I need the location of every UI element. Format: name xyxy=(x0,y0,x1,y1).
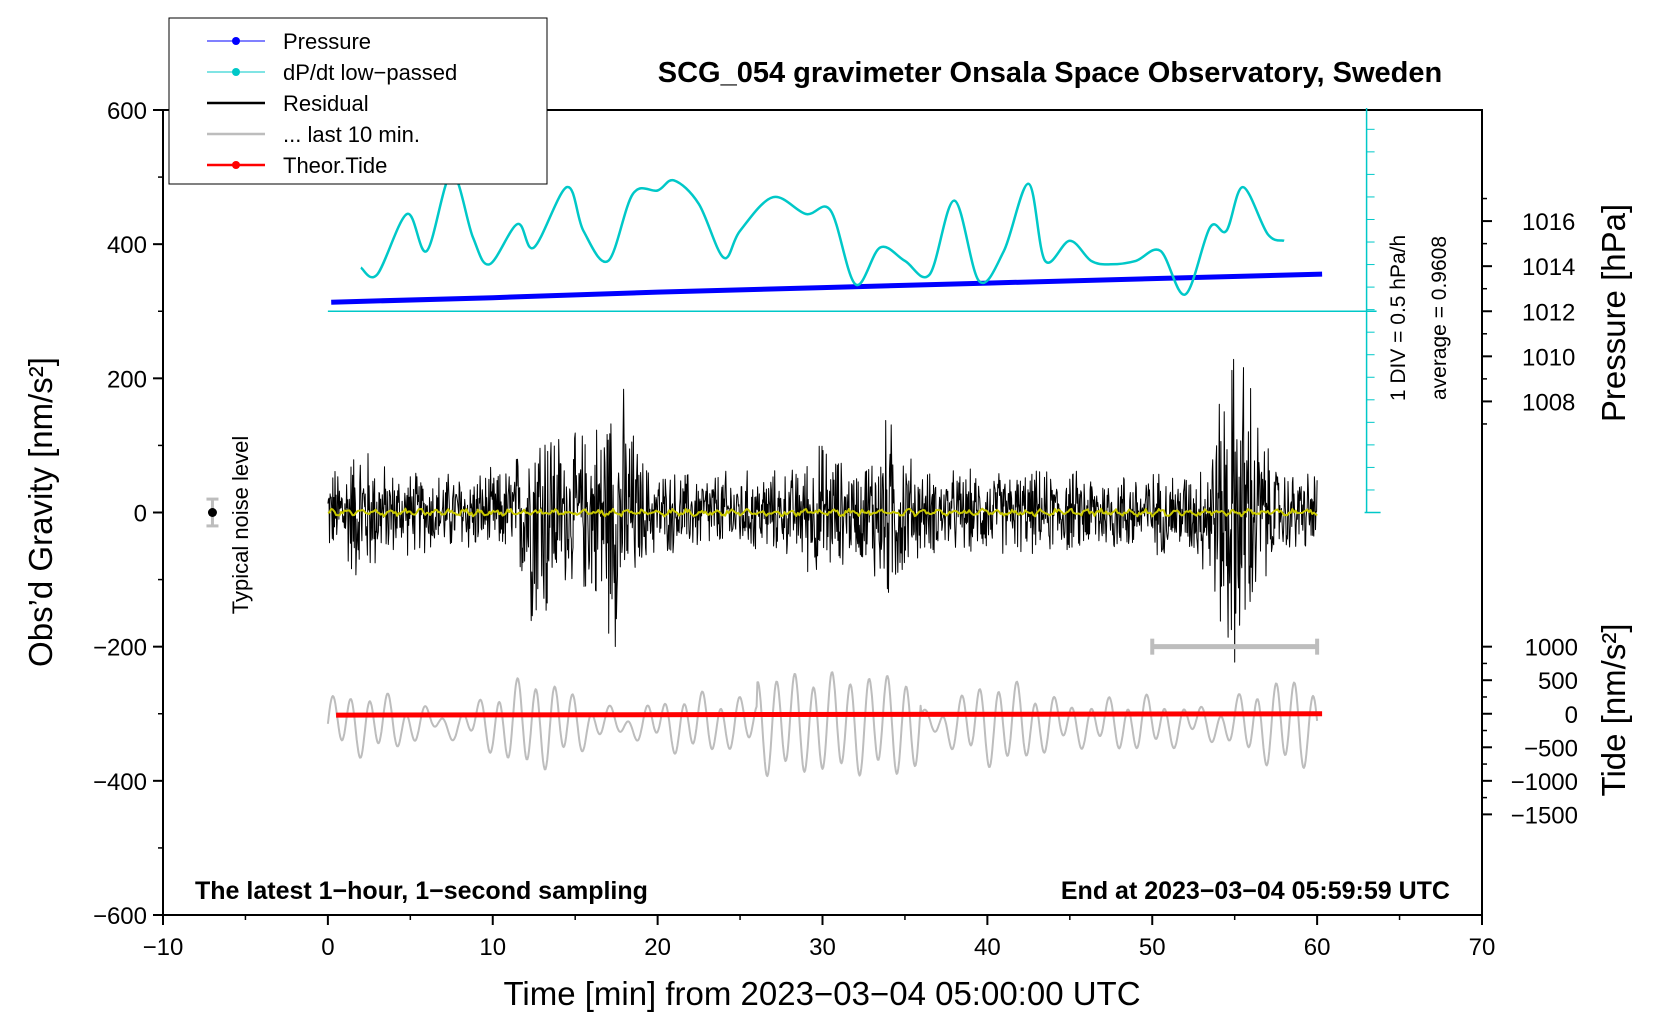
x-tick-label: 60 xyxy=(1304,934,1331,961)
legend-label: Theor.Tide xyxy=(283,153,387,178)
tide-tick-label: −1000 xyxy=(1511,769,1578,796)
pressure-tick-label: 1008 xyxy=(1522,389,1575,416)
series-pressure-line xyxy=(331,271,1323,305)
pressure-tick-label: 1014 xyxy=(1522,254,1575,281)
legend-marker xyxy=(232,161,240,169)
legend-marker xyxy=(232,37,240,45)
x-axis-title: Time [min] from 2023−03−04 05:00:00 UTC xyxy=(503,975,1140,1012)
y-tick-label: 400 xyxy=(107,232,147,259)
noise-level-label: Typical noise level xyxy=(228,436,253,615)
tide-tick-label: −500 xyxy=(1524,735,1578,762)
y-axis-title-tide: Tide [nm/s²] xyxy=(1595,624,1632,797)
y-tick-label: −200 xyxy=(93,635,147,662)
legend-label: ... last 10 min. xyxy=(283,122,420,147)
x-tick-label: 10 xyxy=(479,934,506,961)
legend-label: Residual xyxy=(283,91,369,116)
pressure-tick-label: 1010 xyxy=(1522,344,1575,371)
y-tick-label: 600 xyxy=(107,98,147,125)
x-tick-label: 30 xyxy=(809,934,836,961)
y-tick-label: −400 xyxy=(93,769,147,796)
tide-tick-label: −1500 xyxy=(1511,802,1578,829)
y-tick-label: 0 xyxy=(134,501,147,528)
series-tide-line xyxy=(336,711,1323,718)
data-layer xyxy=(206,108,1381,778)
x-tick-label: 70 xyxy=(1469,934,1496,961)
x-tick-label: 50 xyxy=(1139,934,1166,961)
legend-box xyxy=(168,17,548,185)
legend-label: Pressure xyxy=(283,29,371,54)
y-axis-title-pressure: Pressure [hPa] xyxy=(1595,204,1632,422)
legend: Pressure dP/dt low−passed Residual ... last… xyxy=(168,17,548,185)
tide-tick-label: 500 xyxy=(1538,668,1578,695)
annotation-bottom-right: End at 2023−03−04 05:59:59 UTC xyxy=(1061,877,1450,905)
annotation-bottom-left: The latest 1−hour, 1−second sampling xyxy=(195,877,648,905)
series-residual-smooth-line xyxy=(327,507,1318,518)
tide-tick-label: 1000 xyxy=(1525,635,1578,662)
chart-title: SCG_054 gravimeter Onsala Space Observat… xyxy=(658,57,1442,89)
tide-tick-label: 0 xyxy=(1565,702,1578,729)
average-label: average = 0.9608 xyxy=(1428,236,1451,400)
x-tick-label: 0 xyxy=(321,934,334,961)
x-tick-label: 20 xyxy=(644,934,671,961)
y-tick-label: 200 xyxy=(107,366,147,393)
pressure-tick-label: 1016 xyxy=(1522,209,1575,236)
div-label: 1 DIV = 0.5 hPa/h xyxy=(1387,235,1410,401)
y-axis-title-left: Obs’d Gravity [nm/s²] xyxy=(22,357,59,667)
legend-marker xyxy=(232,68,240,76)
legend-label: dP/dt low−passed xyxy=(283,60,457,85)
noise-level-point xyxy=(207,508,217,517)
series-last10min-line xyxy=(326,671,1319,778)
series-dpdt-line xyxy=(360,172,1285,296)
ticks-layer: −10 0 10 20 30 40 50 60 70 600 400 200 0 −200 −400 −600… xyxy=(93,98,1578,961)
pressure-tick-label: 1012 xyxy=(1522,299,1575,326)
x-tick-label: −10 xyxy=(143,934,184,961)
legend-items: Pressure dP/dt low−passed Residual ... last… xyxy=(207,29,457,178)
y-tick-label: −600 xyxy=(93,903,147,930)
x-tick-label: 40 xyxy=(974,934,1001,961)
